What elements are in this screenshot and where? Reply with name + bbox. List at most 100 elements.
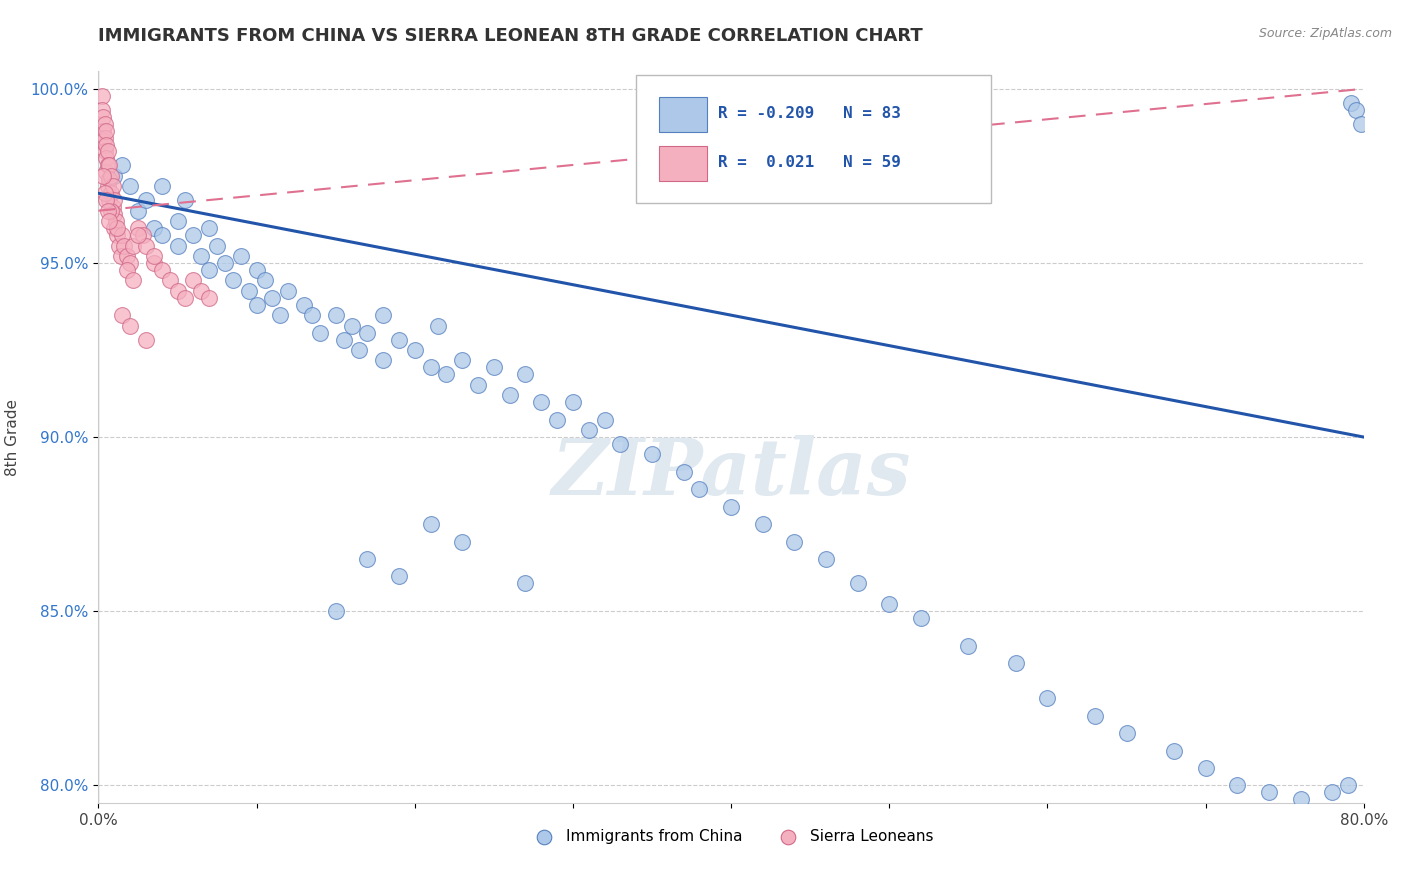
Point bbox=[135, 193, 157, 207]
FancyBboxPatch shape bbox=[659, 97, 707, 132]
Point bbox=[262, 291, 284, 305]
Text: IMMIGRANTS FROM CHINA VS SIERRA LEONEAN 8TH GRADE CORRELATION CHART: IMMIGRANTS FROM CHINA VS SIERRA LEONEAN … bbox=[98, 27, 924, 45]
Point bbox=[672, 465, 695, 479]
Point bbox=[93, 145, 117, 159]
Point bbox=[229, 249, 252, 263]
Point bbox=[609, 437, 631, 451]
Point bbox=[846, 576, 869, 591]
Point bbox=[246, 298, 269, 312]
Point bbox=[98, 214, 121, 228]
Point bbox=[120, 256, 141, 270]
Point bbox=[688, 483, 710, 497]
Point bbox=[1289, 792, 1312, 806]
Point bbox=[1084, 708, 1107, 723]
Point bbox=[91, 169, 114, 183]
Point bbox=[97, 145, 120, 159]
Point bbox=[325, 604, 347, 618]
Point bbox=[190, 249, 212, 263]
Point bbox=[103, 193, 125, 207]
Point bbox=[371, 308, 394, 322]
Point bbox=[103, 169, 125, 183]
Point bbox=[325, 308, 347, 322]
Point bbox=[371, 353, 394, 368]
Point bbox=[135, 238, 157, 252]
Point bbox=[183, 228, 205, 243]
Point bbox=[90, 88, 112, 103]
Point bbox=[135, 333, 157, 347]
Text: Source: ZipAtlas.com: Source: ZipAtlas.com bbox=[1258, 27, 1392, 40]
Point bbox=[957, 639, 980, 653]
Point bbox=[108, 238, 131, 252]
Point bbox=[93, 186, 117, 201]
Point bbox=[103, 221, 125, 235]
Point bbox=[103, 207, 125, 221]
Point bbox=[1115, 726, 1137, 740]
Point bbox=[100, 203, 122, 218]
Point bbox=[166, 238, 188, 252]
Point bbox=[91, 123, 114, 137]
Point bbox=[120, 318, 141, 333]
Point bbox=[127, 221, 149, 235]
Point bbox=[98, 172, 121, 186]
Point bbox=[150, 179, 173, 194]
Text: R = -0.209   N = 83: R = -0.209 N = 83 bbox=[718, 105, 901, 120]
Point bbox=[1036, 691, 1059, 706]
Point bbox=[96, 152, 118, 166]
Point bbox=[332, 333, 354, 347]
Point bbox=[198, 221, 221, 235]
Point bbox=[122, 273, 145, 287]
Point bbox=[96, 193, 118, 207]
Point bbox=[467, 377, 489, 392]
Point bbox=[93, 117, 117, 131]
Point bbox=[451, 534, 474, 549]
Point bbox=[388, 569, 411, 583]
Point bbox=[150, 228, 173, 243]
Point bbox=[111, 158, 134, 172]
Point bbox=[91, 110, 114, 124]
Point bbox=[127, 228, 149, 243]
Point bbox=[100, 169, 122, 183]
Legend: Immigrants from China, Sierra Leoneans: Immigrants from China, Sierra Leoneans bbox=[523, 822, 939, 850]
Point bbox=[150, 263, 173, 277]
Y-axis label: 8th Grade: 8th Grade bbox=[4, 399, 20, 475]
Point bbox=[142, 221, 165, 235]
Point bbox=[96, 165, 118, 179]
Point bbox=[98, 193, 121, 207]
Point bbox=[546, 412, 568, 426]
Point bbox=[174, 193, 197, 207]
Point bbox=[1226, 778, 1249, 792]
Point bbox=[246, 263, 269, 277]
Point bbox=[101, 200, 124, 214]
Point bbox=[1344, 103, 1367, 117]
Point bbox=[112, 238, 135, 252]
Point bbox=[120, 179, 141, 194]
Point bbox=[90, 103, 112, 117]
Point bbox=[166, 284, 188, 298]
Point bbox=[530, 395, 553, 409]
Point bbox=[482, 360, 505, 375]
Point bbox=[419, 517, 441, 532]
Point bbox=[1257, 785, 1279, 799]
Point bbox=[783, 534, 806, 549]
Point bbox=[641, 448, 664, 462]
Point bbox=[1340, 95, 1362, 110]
Point bbox=[419, 360, 441, 375]
Point bbox=[93, 130, 117, 145]
Point bbox=[97, 179, 120, 194]
Point bbox=[593, 412, 616, 426]
Point bbox=[101, 179, 124, 194]
Point bbox=[292, 298, 315, 312]
Point bbox=[127, 203, 149, 218]
Point bbox=[166, 214, 188, 228]
Point bbox=[340, 318, 363, 333]
Point bbox=[1194, 761, 1216, 775]
Point bbox=[91, 134, 114, 148]
Point bbox=[404, 343, 426, 357]
Point bbox=[1004, 657, 1026, 671]
Point bbox=[111, 308, 134, 322]
Point bbox=[132, 228, 155, 243]
Point bbox=[720, 500, 742, 514]
Point bbox=[561, 395, 585, 409]
Point bbox=[1163, 743, 1185, 757]
Point bbox=[578, 423, 600, 437]
